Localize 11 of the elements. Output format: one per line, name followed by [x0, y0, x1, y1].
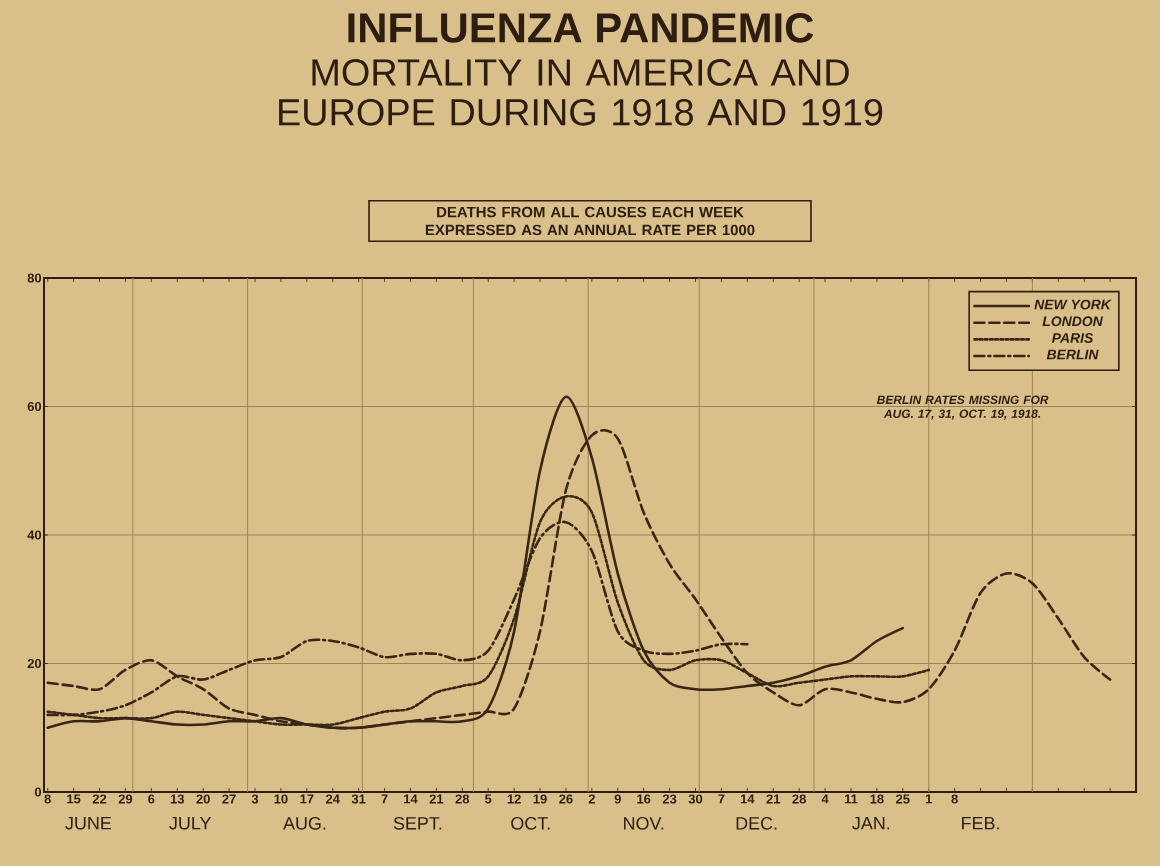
- text: JUNE: [65, 816, 112, 830]
- text: FEB.: [962, 816, 999, 830]
- text: OCT.: [511, 816, 550, 830]
- text: JAN.: [852, 816, 890, 830]
- text: SEPT.: [393, 816, 442, 830]
- chart-title: INFLUENZA PANDEMIC: [348, 13, 814, 43]
- text: NOV.: [624, 816, 664, 830]
- chart-subtitle: MORTALITY IN AMERICA AND EUROPE DURING 1918 AND 1919: [279, 59, 883, 126]
- text: DEC.: [736, 816, 777, 830]
- text: JULY: [169, 816, 212, 830]
- text: AUG.: [283, 816, 326, 830]
